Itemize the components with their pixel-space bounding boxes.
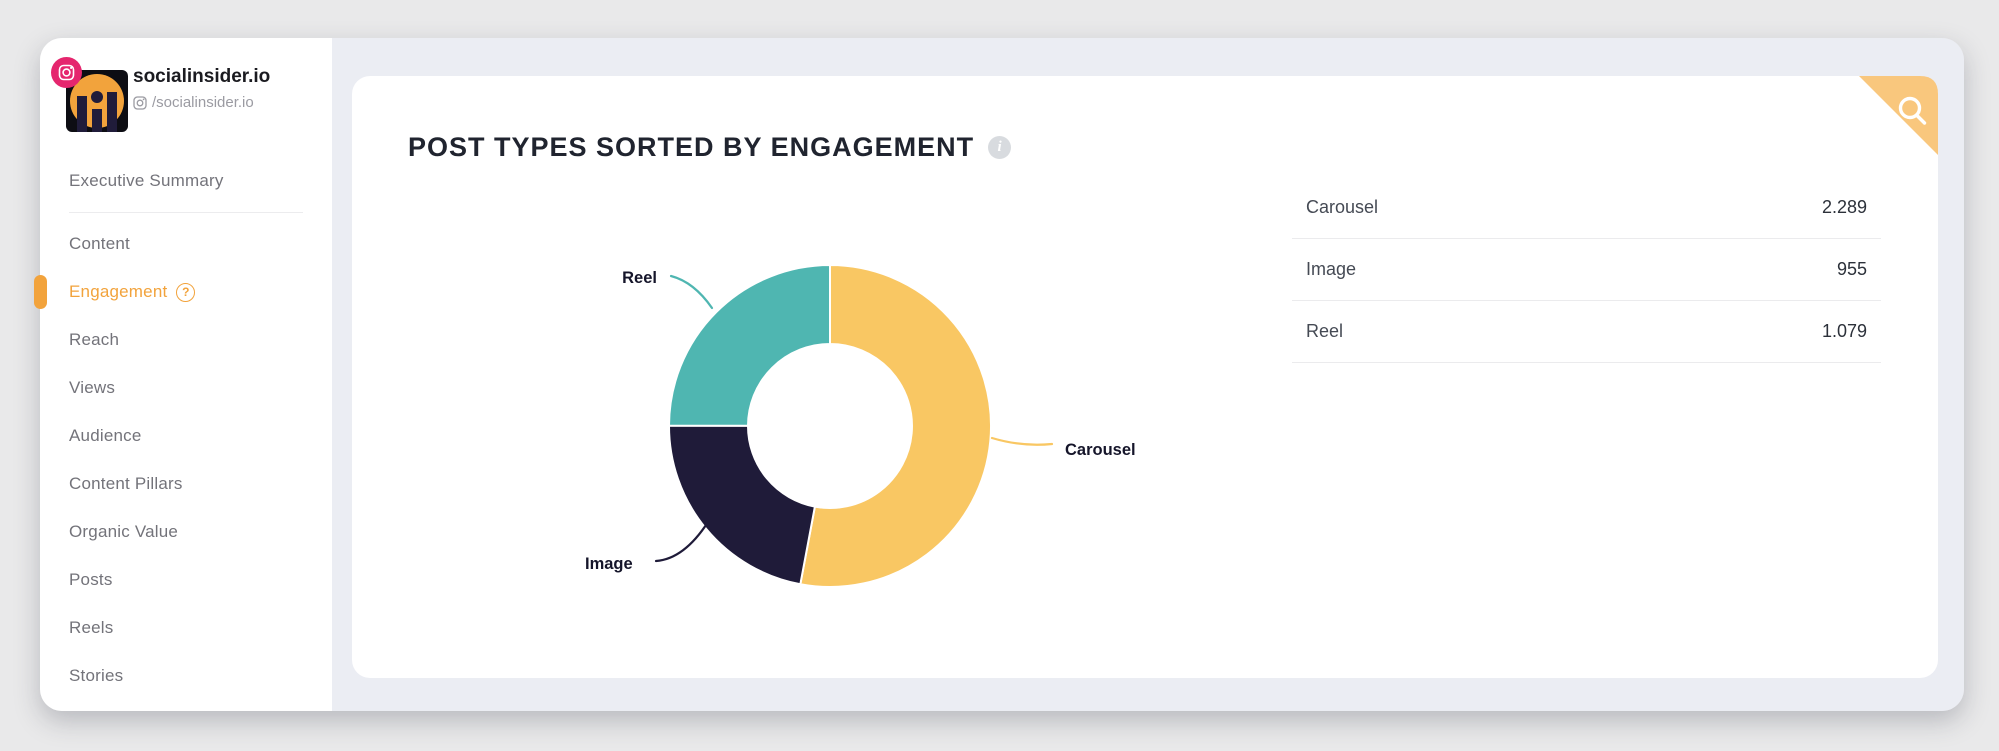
profile-avatar[interactable] [66, 70, 128, 132]
active-nav-indicator [34, 275, 47, 309]
slice-label-image: Image [585, 555, 633, 573]
slice-label-carousel: Carousel [1065, 441, 1136, 459]
sidebar-item-content-pillars[interactable]: Content Pillars [40, 460, 332, 508]
sidebar-item-content[interactable]: Content [40, 220, 332, 268]
help-icon[interactable]: ? [176, 282, 196, 302]
legend-label: Reel [1306, 321, 1344, 341]
legend-table: Carousel 2.289 Image 955 Reel 1.079 [1292, 177, 1881, 363]
leader-line-carousel [990, 436, 1054, 446]
search-icon [1898, 96, 1927, 125]
legend-row-reel: Reel 1.079 [1292, 301, 1881, 363]
sidebar-nav: Executive Summary Content Engagement ? R… [40, 157, 332, 700]
sidebar-item-organic-value[interactable]: Organic Value [40, 508, 332, 556]
sidebar: socialinsider.io /socialinsider.io Execu… [34, 38, 332, 711]
app-window: socialinsider.io /socialinsider.io Execu… [34, 38, 1964, 711]
slice-label-reel: Reel [622, 269, 657, 287]
engagement-card: POST TYPES SORTED BY ENGAGEMENT i Reel I… [352, 76, 1938, 678]
leader-line-reel [669, 274, 714, 310]
card-search-button[interactable] [1859, 76, 1938, 155]
main-content: POST TYPES SORTED BY ENGAGEMENT i Reel I… [332, 38, 1964, 711]
profile-handle-text: /socialinsider.io [152, 94, 254, 111]
sidebar-item-views[interactable]: Views [40, 364, 332, 412]
legend-value: 2.289 [1821, 197, 1867, 217]
donut-slice-image[interactable] [667, 424, 816, 586]
sidebar-item-audience[interactable]: Audience [40, 412, 332, 460]
sidebar-item-label: Views [69, 378, 116, 397]
sidebar-item-label: Reach [69, 330, 120, 349]
sidebar-item-label: Organic Value [69, 522, 179, 541]
sidebar-item-reach[interactable]: Reach [40, 316, 332, 364]
sidebar-item-label: Audience [69, 426, 142, 445]
profile-handle: /socialinsider.io [133, 94, 254, 111]
profile-header: socialinsider.io /socialinsider.io [40, 38, 332, 148]
profile-name: socialinsider.io [133, 66, 271, 87]
sidebar-item-reels[interactable]: Reels [40, 604, 332, 652]
sidebar-item-posts[interactable]: Posts [40, 556, 332, 604]
legend-value: 1.079 [1821, 321, 1867, 341]
sidebar-item-executive-summary[interactable]: Executive Summary [40, 157, 332, 205]
leader-line-image [654, 520, 710, 563]
legend-row-carousel: Carousel 2.289 [1292, 177, 1881, 239]
legend-label: Carousel [1306, 197, 1379, 217]
info-icon[interactable]: i [988, 136, 1012, 159]
sidebar-divider [69, 212, 303, 213]
instagram-small-icon [133, 95, 147, 110]
instagram-badge-icon [51, 57, 82, 88]
card-title: POST TYPES SORTED BY ENGAGEMENT [408, 132, 975, 162]
sidebar-item-label: Content Pillars [69, 474, 183, 493]
sidebar-item-stories[interactable]: Stories [40, 652, 332, 700]
legend-row-image: Image 955 [1292, 239, 1881, 301]
donut-chart: Reel Image Carousel [560, 250, 1180, 610]
sidebar-item-label: Posts [69, 570, 113, 589]
donut-slices [667, 264, 993, 588]
sidebar-item-label: Engagement [69, 282, 168, 301]
card-title-row: POST TYPES SORTED BY ENGAGEMENT i [408, 132, 1012, 163]
sidebar-item-label: Stories [69, 666, 124, 685]
sidebar-item-label: Reels [69, 618, 114, 637]
legend-label: Image [1306, 259, 1357, 279]
sidebar-item-label: Content [69, 234, 130, 253]
corner-triangle [1859, 76, 1938, 155]
sidebar-item-label: Executive Summary [69, 171, 224, 190]
legend-value: 955 [1836, 259, 1867, 279]
donut-slice-reel[interactable] [668, 264, 831, 427]
sidebar-item-engagement[interactable]: Engagement ? [40, 268, 332, 316]
donut-slice-carousel[interactable] [799, 264, 993, 588]
